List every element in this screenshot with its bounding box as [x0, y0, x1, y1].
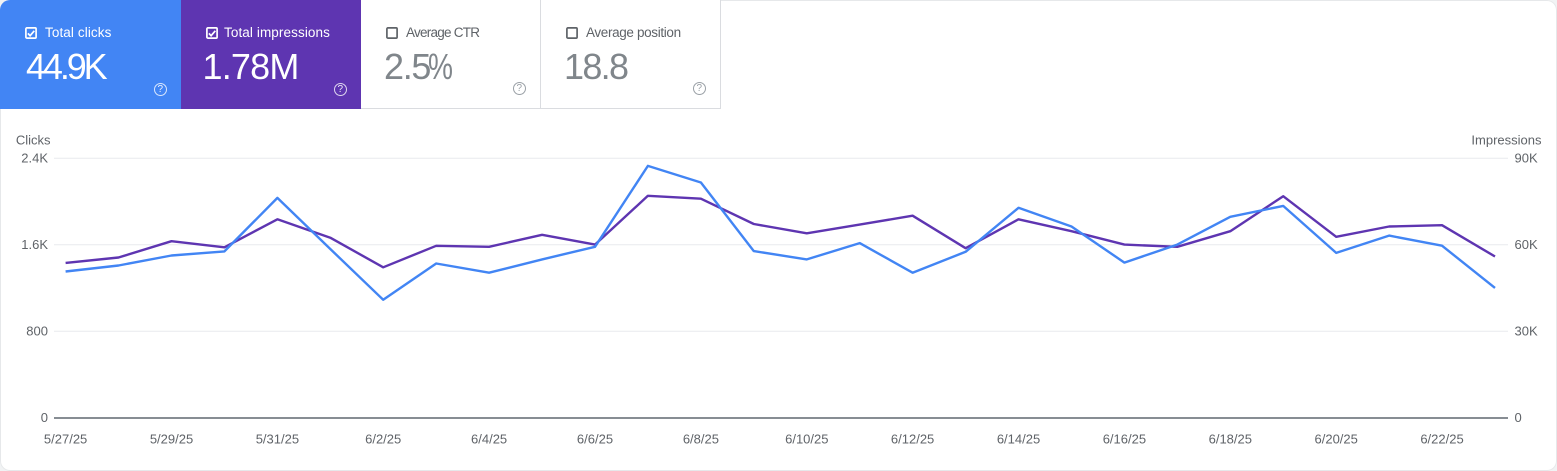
svg-text:5/31/25: 5/31/25: [256, 432, 299, 447]
svg-text:5/27/25: 5/27/25: [44, 432, 87, 447]
svg-text:6/2/25: 6/2/25: [365, 432, 401, 447]
svg-text:6/20/25: 6/20/25: [1315, 432, 1358, 447]
svg-text:6/16/25: 6/16/25: [1103, 432, 1146, 447]
svg-text:1.6K: 1.6K: [21, 237, 48, 252]
svg-text:6/4/25: 6/4/25: [471, 432, 507, 447]
svg-text:Clicks: Clicks: [16, 133, 51, 148]
svg-text:6/18/25: 6/18/25: [1209, 432, 1252, 447]
svg-text:Impressions: Impressions: [1471, 133, 1542, 148]
svg-text:6/22/25: 6/22/25: [1420, 432, 1463, 447]
svg-text:0: 0: [41, 410, 48, 425]
svg-text:6/12/25: 6/12/25: [891, 432, 934, 447]
svg-text:800: 800: [26, 324, 48, 339]
svg-text:5/29/25: 5/29/25: [150, 432, 193, 447]
svg-text:6/14/25: 6/14/25: [997, 432, 1040, 447]
svg-text:6/8/25: 6/8/25: [683, 432, 719, 447]
svg-text:90K: 90K: [1515, 151, 1538, 166]
svg-text:6/10/25: 6/10/25: [785, 432, 828, 447]
svg-text:60K: 60K: [1515, 237, 1538, 252]
svg-text:0: 0: [1515, 410, 1522, 425]
svg-text:30K: 30K: [1515, 324, 1538, 339]
svg-text:2.4K: 2.4K: [21, 151, 48, 166]
svg-text:6/6/25: 6/6/25: [577, 432, 613, 447]
